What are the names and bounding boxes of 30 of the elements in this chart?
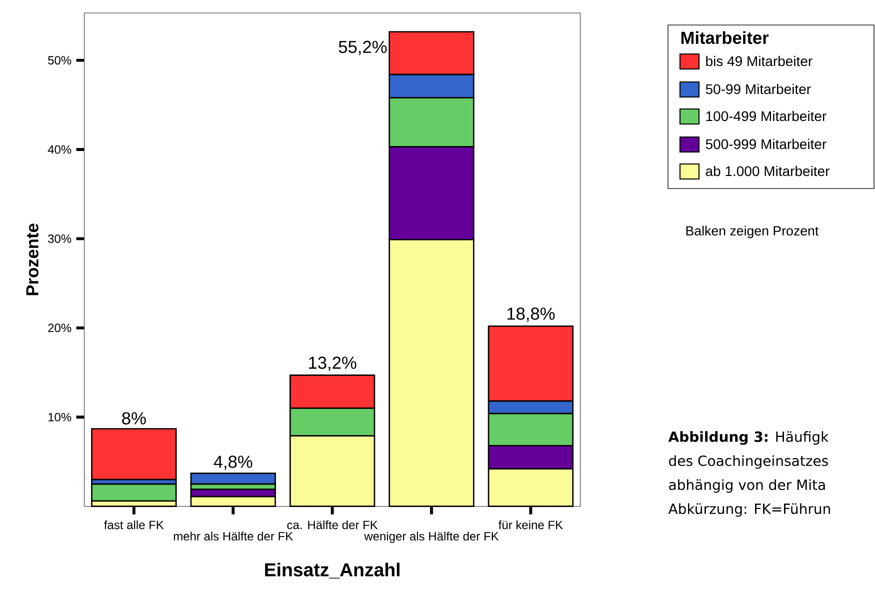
annotation: 18,8% xyxy=(507,308,555,322)
text: des Coachingeinsatzes xyxy=(669,455,828,469)
legend-label: 50-99 Mitarbeiter xyxy=(706,84,811,94)
text: Balken zeigen Prozent xyxy=(686,226,819,238)
x-tick-label: ca. Hälfte der FK xyxy=(287,520,378,530)
x-tick-label: für keine FK xyxy=(498,520,563,530)
x-tick-label: fast alle FK xyxy=(104,520,164,530)
x-tick-label: weniger als Hälfte der FK xyxy=(364,532,499,543)
y-tick-label: 50% xyxy=(48,56,72,65)
y-tick-label: 30% xyxy=(48,234,72,243)
legend-label: ab 1.000 Mitarbeiter xyxy=(706,166,830,176)
bar xyxy=(91,428,177,480)
legend-label: 500-999 Mitarbeiter xyxy=(706,138,826,150)
y-tick-label: 40% xyxy=(48,145,72,154)
text: Abbildung 3: Häufigk xyxy=(668,431,829,445)
annotation: 55,2% xyxy=(338,40,387,56)
legend-label: bis 49 Mitarbeiter xyxy=(706,56,812,66)
bar xyxy=(190,472,276,485)
annotation: 8% xyxy=(122,412,146,424)
x-axis-title: Einsatz_Anzahl xyxy=(265,562,400,579)
annotation: 4,8% xyxy=(214,456,252,470)
legend-title: Mitarbeiter xyxy=(681,31,769,44)
x-tick-label: mehr als Hälfte der FK xyxy=(174,532,293,541)
legend-label: 100-499 Mitarbeiter xyxy=(706,110,826,122)
text: Abkürzung: FK=Führun xyxy=(668,503,830,517)
text: abhängig von der Mita xyxy=(669,479,825,493)
y-axis-title: Prozente xyxy=(26,224,38,296)
annotation: 13,2% xyxy=(309,356,356,371)
y-tick-label: 20% xyxy=(48,324,72,332)
y-tick-label: 10% xyxy=(48,412,72,422)
